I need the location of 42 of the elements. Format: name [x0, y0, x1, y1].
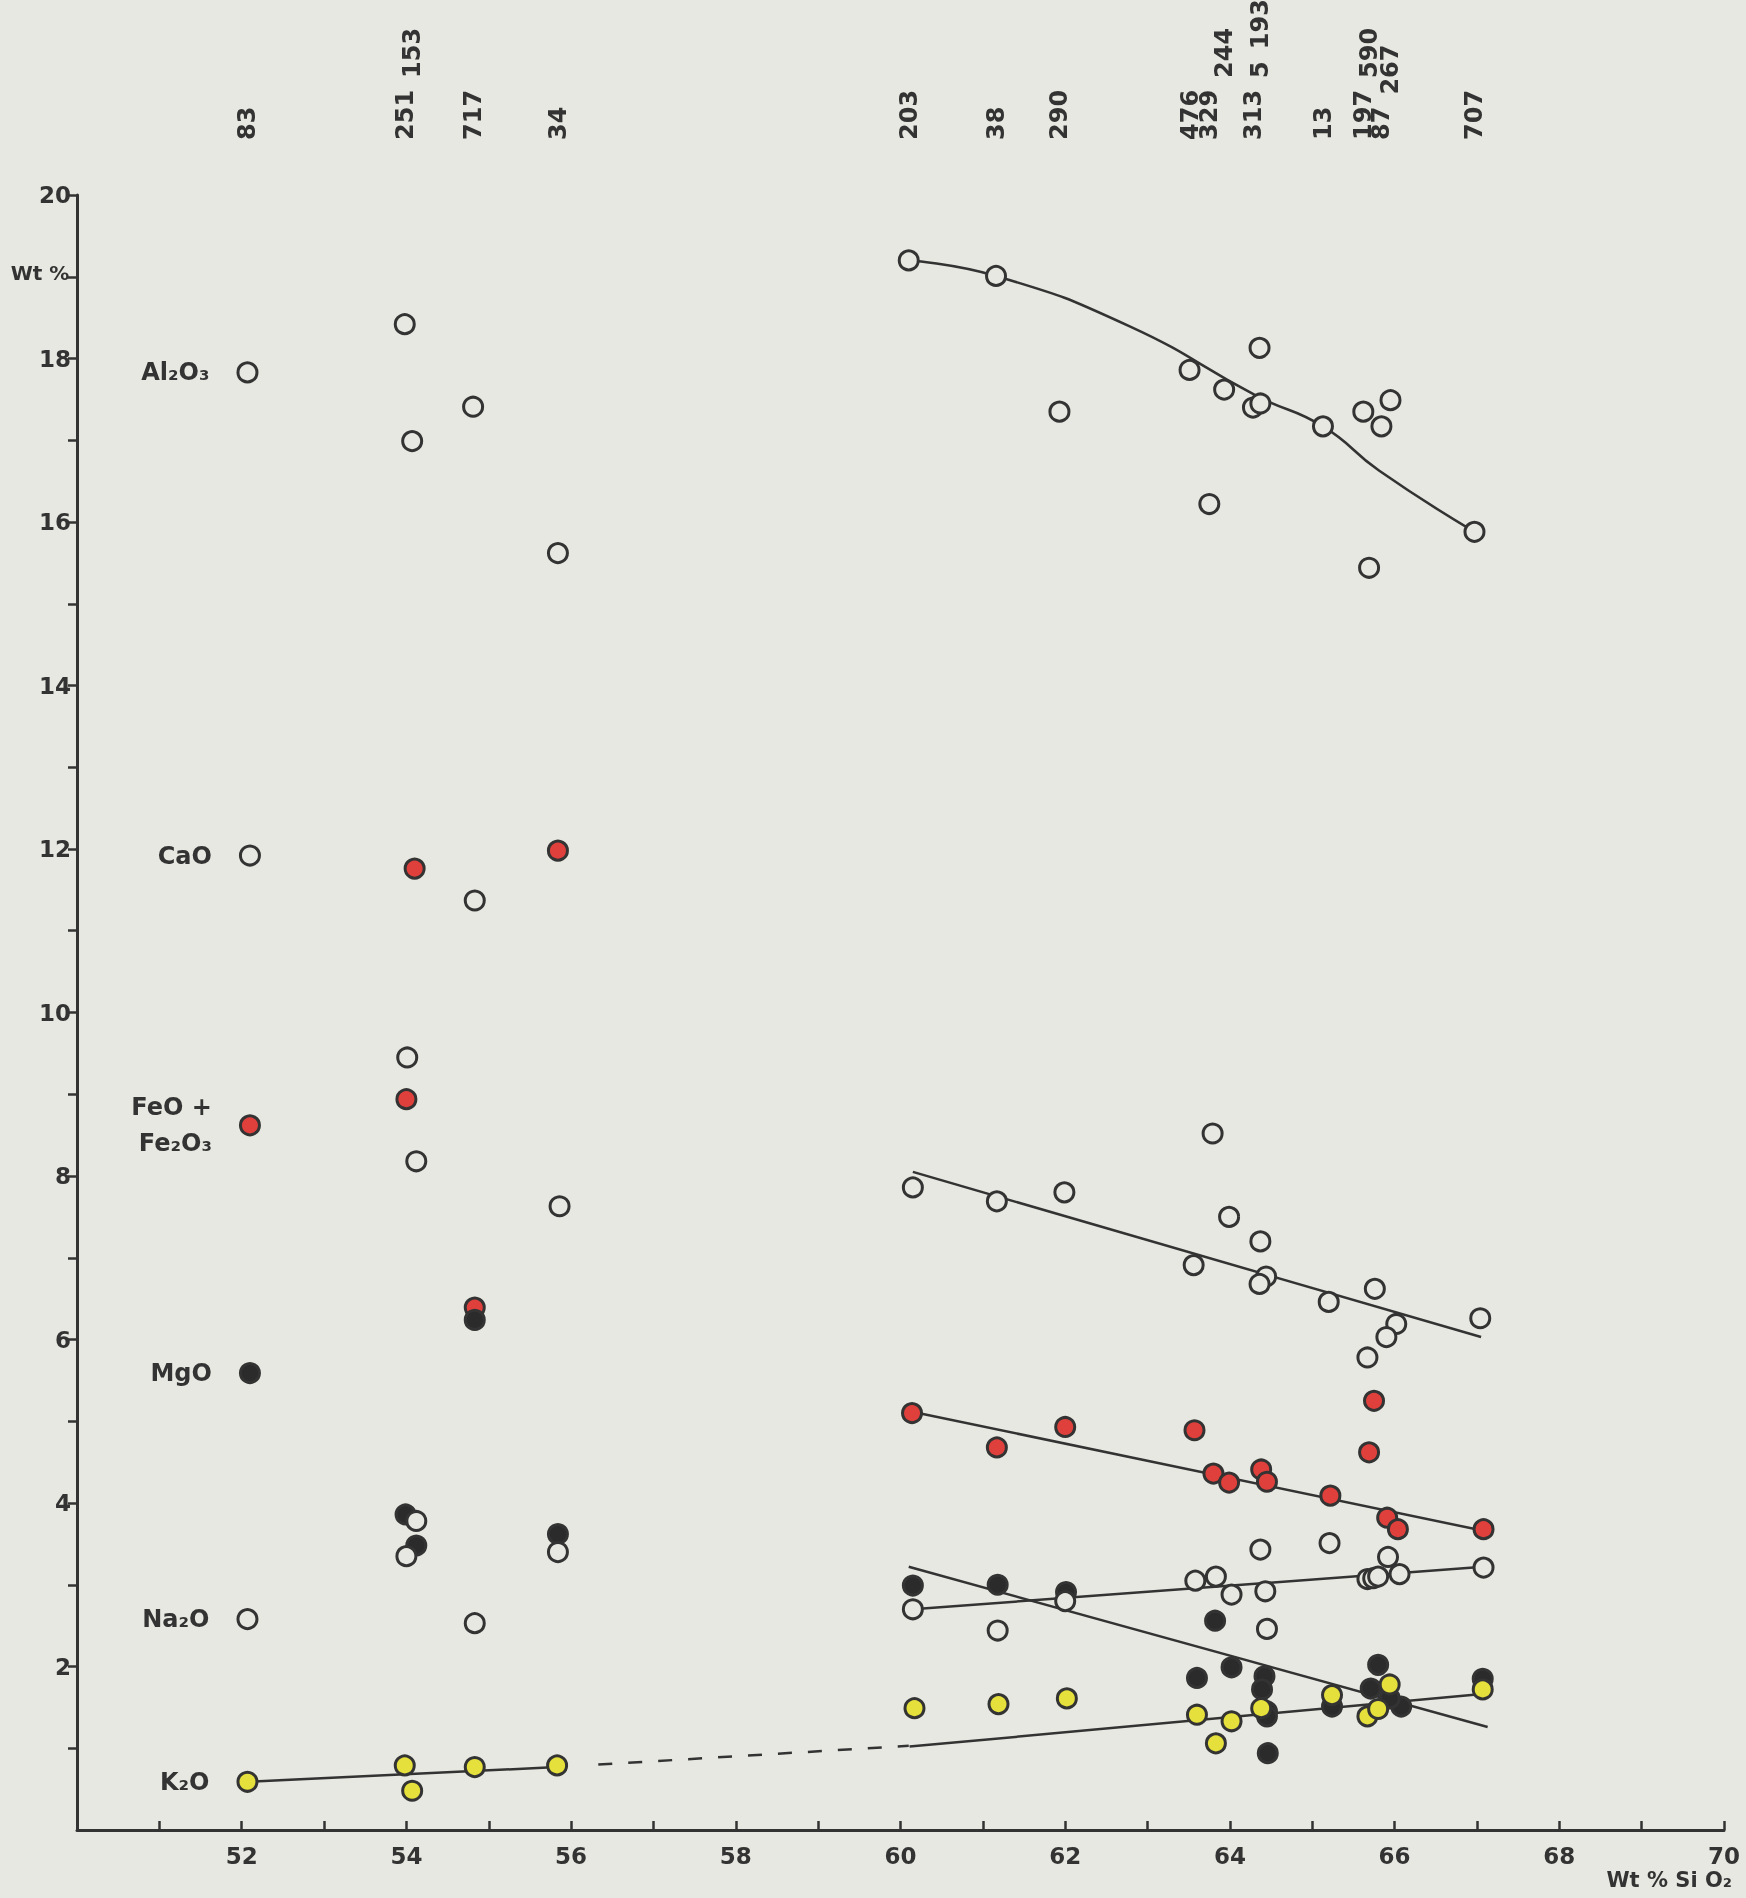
y-tick-label: 16: [38, 509, 71, 535]
text: 244: [1210, 27, 1239, 78]
text: 707: [1460, 89, 1489, 140]
series-label: Al₂O₃: [141, 358, 210, 387]
x-tick-label: 70: [1707, 1842, 1741, 1869]
text: 83: [233, 106, 262, 140]
y-tick-label: 6: [54, 1326, 71, 1353]
text: 290: [1045, 89, 1074, 140]
series-label: CaO: [157, 841, 212, 870]
y-tick-label: 12: [38, 836, 71, 862]
y-tick-label: 14: [38, 672, 71, 699]
x-tick-label: 60: [884, 1842, 917, 1869]
y-tick-label: 8: [54, 1163, 71, 1189]
text: 313: [1238, 89, 1267, 140]
x-axis-title: Wt % Si O₂: [1606, 1868, 1732, 1892]
x-tick-label: 58: [719, 1842, 752, 1869]
text: 251: [390, 89, 419, 140]
text: 717: [459, 89, 488, 140]
y-tick-label: 2: [54, 1653, 71, 1680]
text: 34: [543, 106, 572, 140]
x-tick-label: 54: [390, 1842, 423, 1869]
text: 203: [894, 89, 923, 140]
series-label: FeO + Fe₂O₃: [131, 1093, 212, 1158]
y-axis-title: Wt %: [10, 261, 70, 285]
text: 193: [1245, 0, 1274, 50]
x-tick-label: 66: [1378, 1842, 1411, 1869]
x-tick-label: 52: [225, 1842, 258, 1869]
text: 38: [982, 106, 1011, 140]
x-tick-label: 68: [1543, 1842, 1576, 1869]
y-tick-label: 4: [54, 1490, 71, 1516]
series-label: MgO: [150, 1359, 212, 1388]
y-tick-label: 20: [38, 182, 71, 208]
x-tick-label: 64: [1213, 1842, 1246, 1869]
series-label: K₂O: [159, 1767, 210, 1796]
text: 153: [398, 27, 427, 78]
series-label: Na₂O: [142, 1605, 210, 1634]
text: 5: [1246, 61, 1275, 78]
y-tick-label: 18: [38, 345, 71, 372]
x-tick-label: 62: [1049, 1842, 1082, 1869]
y-tick-label: 10: [38, 999, 71, 1026]
text: 13: [1308, 106, 1337, 140]
x-tick-label: 56: [555, 1842, 588, 1869]
